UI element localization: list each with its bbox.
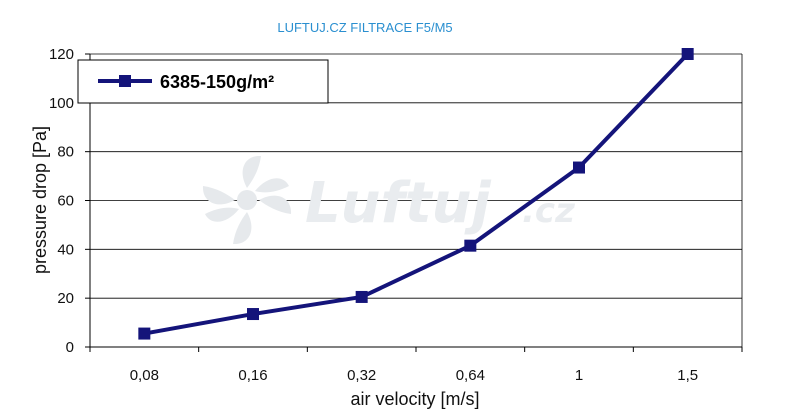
legend-label: 6385-150g/m² (160, 72, 274, 92)
y-axis-label: pressure drop [Pa] (30, 126, 50, 274)
data-point-marker (464, 239, 477, 252)
x-axis-label: air velocity [m/s] (350, 389, 479, 409)
watermark-suffix: .cz (522, 191, 575, 231)
watermark-text: Luftuj (305, 171, 492, 236)
x-tick-label: 0,16 (238, 367, 267, 384)
data-point-marker (138, 327, 151, 340)
x-tick-label: 1 (575, 367, 583, 384)
data-point-marker (573, 161, 585, 174)
y-tick-label: 0 (66, 339, 74, 356)
series-layer (138, 48, 694, 340)
x-tick-label: 0,08 (130, 367, 159, 384)
legend: 6385-150g/m² (77, 59, 329, 104)
luftuj-watermark: Luftuj .cz (202, 155, 575, 245)
chart-title: LUFTUJ.CZ FILTRACE F5/M5 (277, 20, 452, 35)
y-axis-ticks: 0 20 40 60 80 100 120 (49, 46, 90, 356)
fan-logo-icon (202, 155, 292, 245)
y-tick-label: 60 (57, 193, 74, 210)
x-tick-label: 0,32 (347, 367, 376, 384)
y-tick-label: 100 (49, 95, 74, 112)
x-tick-label: 1,5 (677, 367, 698, 384)
legend-swatch-marker (119, 75, 131, 87)
y-tick-label: 120 (49, 46, 74, 63)
x-tick-label: 0,64 (456, 367, 485, 384)
y-tick-label: 80 (57, 144, 74, 161)
y-tick-label: 40 (57, 241, 74, 258)
x-axis-ticks: 0,08 0,16 0,32 0,64 1 1,5 (89, 347, 743, 384)
series-line (143, 52, 690, 336)
data-point-marker (247, 308, 259, 321)
data-point-marker (681, 48, 694, 60)
data-point-marker (355, 290, 368, 303)
y-tick-label: 20 (57, 290, 74, 307)
